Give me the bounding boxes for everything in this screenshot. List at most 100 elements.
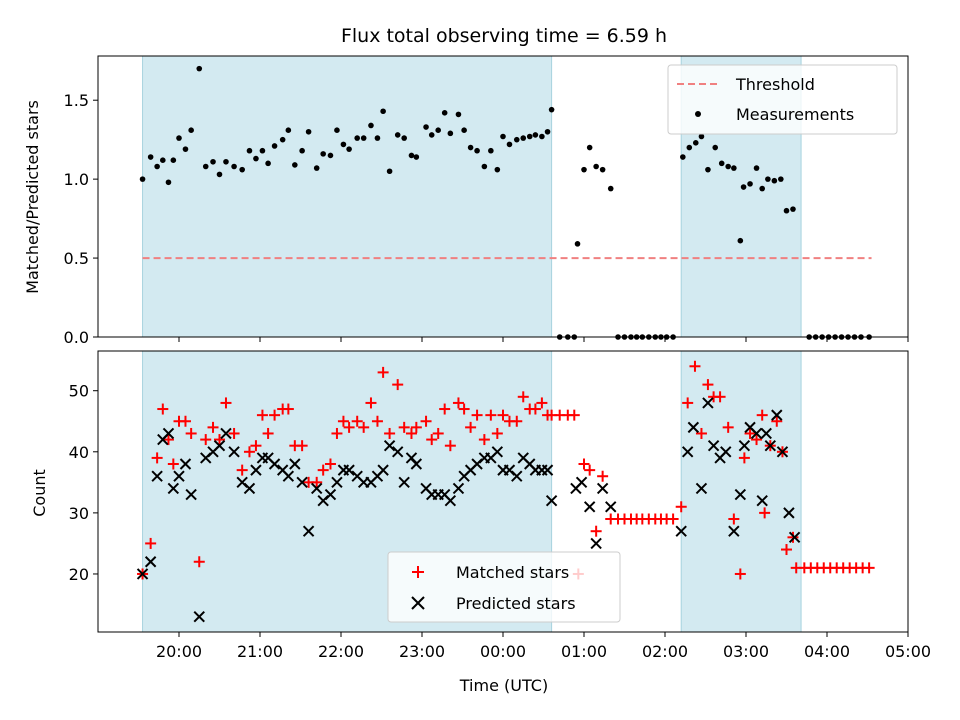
measurement-point bbox=[292, 162, 298, 168]
measurement-point bbox=[574, 241, 581, 247]
bottom-y-tick-label: 30 bbox=[69, 504, 89, 523]
measurement-point bbox=[759, 185, 765, 192]
predicted-star-marker bbox=[220, 427, 232, 440]
predicted-star-marker bbox=[788, 531, 801, 544]
measurement-point bbox=[680, 154, 686, 160]
measurement-point bbox=[753, 165, 760, 171]
matched-star-marker bbox=[863, 562, 875, 574]
measurement-point bbox=[368, 122, 374, 129]
predicted-star-marker bbox=[310, 482, 323, 495]
matched-star-marker bbox=[714, 391, 726, 403]
measurement-point bbox=[488, 147, 494, 154]
measurement-point bbox=[548, 106, 555, 113]
measurement-point bbox=[790, 206, 796, 212]
matched-star-marker bbox=[478, 434, 490, 446]
predicted-star-marker bbox=[545, 494, 558, 507]
measurement-point bbox=[513, 136, 520, 143]
measurement-point bbox=[374, 135, 381, 141]
shaded-interval bbox=[142, 55, 553, 338]
matched-star-marker bbox=[162, 434, 174, 446]
measurement-point bbox=[253, 155, 259, 162]
matched-star-marker bbox=[511, 415, 523, 427]
measurement-point bbox=[401, 135, 407, 141]
measurement-point bbox=[771, 177, 778, 184]
predicted-star-marker bbox=[302, 525, 315, 537]
measurement-point bbox=[176, 135, 182, 141]
matched-star-marker bbox=[331, 427, 343, 439]
predicted-star-marker bbox=[377, 464, 389, 476]
legend-predicted-swatch bbox=[411, 596, 425, 610]
measurement-point bbox=[188, 127, 194, 133]
measurement-point bbox=[599, 166, 606, 173]
measurement-point bbox=[334, 127, 340, 133]
matched-star-marker bbox=[738, 452, 750, 464]
predicted-star-marker bbox=[444, 494, 457, 507]
measurement-point bbox=[271, 143, 278, 149]
measurement-point bbox=[170, 157, 177, 163]
predicted-star-marker bbox=[541, 464, 554, 476]
legend-measurements-label: Measurements bbox=[736, 105, 854, 124]
bottom-y-tick-label: 50 bbox=[69, 382, 89, 401]
matched-star-marker bbox=[405, 427, 417, 439]
matched-star-marker bbox=[151, 452, 163, 464]
top-y-tick-label: 0.5 bbox=[64, 249, 89, 268]
matched-star-marker bbox=[497, 409, 509, 421]
matched-star-marker bbox=[200, 434, 212, 446]
measurement-point bbox=[165, 179, 172, 186]
matched-star-marker bbox=[689, 360, 701, 372]
predicted-star-marker bbox=[324, 488, 337, 501]
measurement-point bbox=[441, 110, 448, 116]
bottom-legend: Matched stars Predicted stars bbox=[387, 551, 621, 623]
predicted-star-marker bbox=[605, 501, 617, 513]
measurement-point bbox=[139, 176, 146, 182]
predicted-star-marker bbox=[343, 464, 355, 476]
matched-star-marker bbox=[439, 403, 451, 415]
top-panel: 0.0 0.5 1.0 1.5 Matched/Predicted stars Thr… bbox=[23, 55, 909, 347]
measurement-point bbox=[731, 165, 737, 171]
measurement-point bbox=[223, 158, 229, 165]
measurement-point bbox=[246, 147, 253, 154]
predicted-star-marker bbox=[136, 568, 149, 580]
matched-star-marker bbox=[243, 446, 255, 458]
matched-star-marker bbox=[491, 427, 503, 439]
predicted-star-marker bbox=[728, 525, 740, 537]
matched-star-marker bbox=[145, 537, 157, 549]
matched-star-marker bbox=[728, 513, 740, 525]
predicted-star-marker bbox=[750, 427, 763, 440]
x-tick-label: 03:00 bbox=[723, 642, 769, 661]
measurement-point bbox=[740, 184, 747, 190]
measurement-point bbox=[354, 135, 361, 141]
matched-star-marker bbox=[185, 427, 197, 439]
matched-star-marker bbox=[751, 434, 763, 446]
predicted-star-marker bbox=[590, 537, 602, 550]
predicted-star-marker bbox=[734, 488, 747, 501]
measurement-point bbox=[692, 140, 699, 146]
measurement-point bbox=[737, 237, 744, 244]
predicted-star-marker bbox=[771, 409, 783, 421]
legend-threshold-label: Threshold bbox=[735, 75, 815, 94]
measurement-point bbox=[474, 147, 480, 154]
matched-star-marker bbox=[220, 397, 232, 409]
x-axis-label: Time (UTC) bbox=[459, 676, 548, 695]
matched-star-marker bbox=[324, 458, 336, 470]
predicted-star-marker bbox=[702, 397, 714, 409]
matched-star-marker bbox=[351, 415, 363, 427]
matched-star-marker bbox=[702, 379, 714, 391]
predicted-star-marker bbox=[687, 421, 700, 434]
matched-star-marker bbox=[584, 464, 596, 476]
predicted-star-marker bbox=[491, 446, 504, 458]
matched-star-marker bbox=[759, 507, 771, 519]
predicted-star-marker bbox=[511, 470, 523, 482]
predicted-star-marker bbox=[738, 439, 751, 452]
predicted-star-marker bbox=[452, 482, 465, 495]
matched-star-marker bbox=[410, 421, 422, 433]
measurement-point bbox=[386, 168, 393, 175]
matched-star-marker bbox=[452, 397, 464, 409]
measurement-point bbox=[265, 160, 271, 167]
matched-star-marker bbox=[269, 409, 281, 421]
predicted-star-marker bbox=[282, 470, 295, 482]
measurement-point bbox=[147, 154, 154, 160]
measurement-point bbox=[544, 128, 551, 135]
top-y-axis-label: Matched/Predicted stars bbox=[23, 100, 42, 294]
